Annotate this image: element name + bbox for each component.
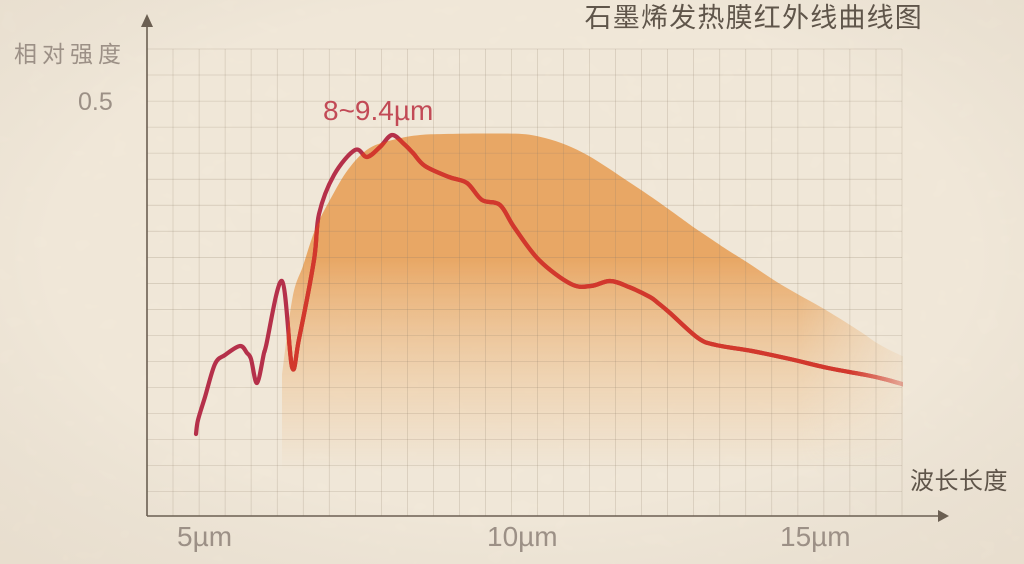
svg-text:8~9.4µm: 8~9.4µm bbox=[323, 95, 433, 126]
svg-text:15µm: 15µm bbox=[780, 521, 851, 552]
svg-text:相对强度: 相对强度 bbox=[14, 41, 126, 67]
svg-text:5µm: 5µm bbox=[177, 521, 232, 552]
svg-text:10µm: 10µm bbox=[487, 521, 558, 552]
svg-text:石墨烯发热膜红外线曲线图: 石墨烯发热膜红外线曲线图 bbox=[585, 3, 923, 33]
svg-text:0.5: 0.5 bbox=[78, 88, 113, 116]
svg-text:波长长度: 波长长度 bbox=[910, 468, 1008, 495]
